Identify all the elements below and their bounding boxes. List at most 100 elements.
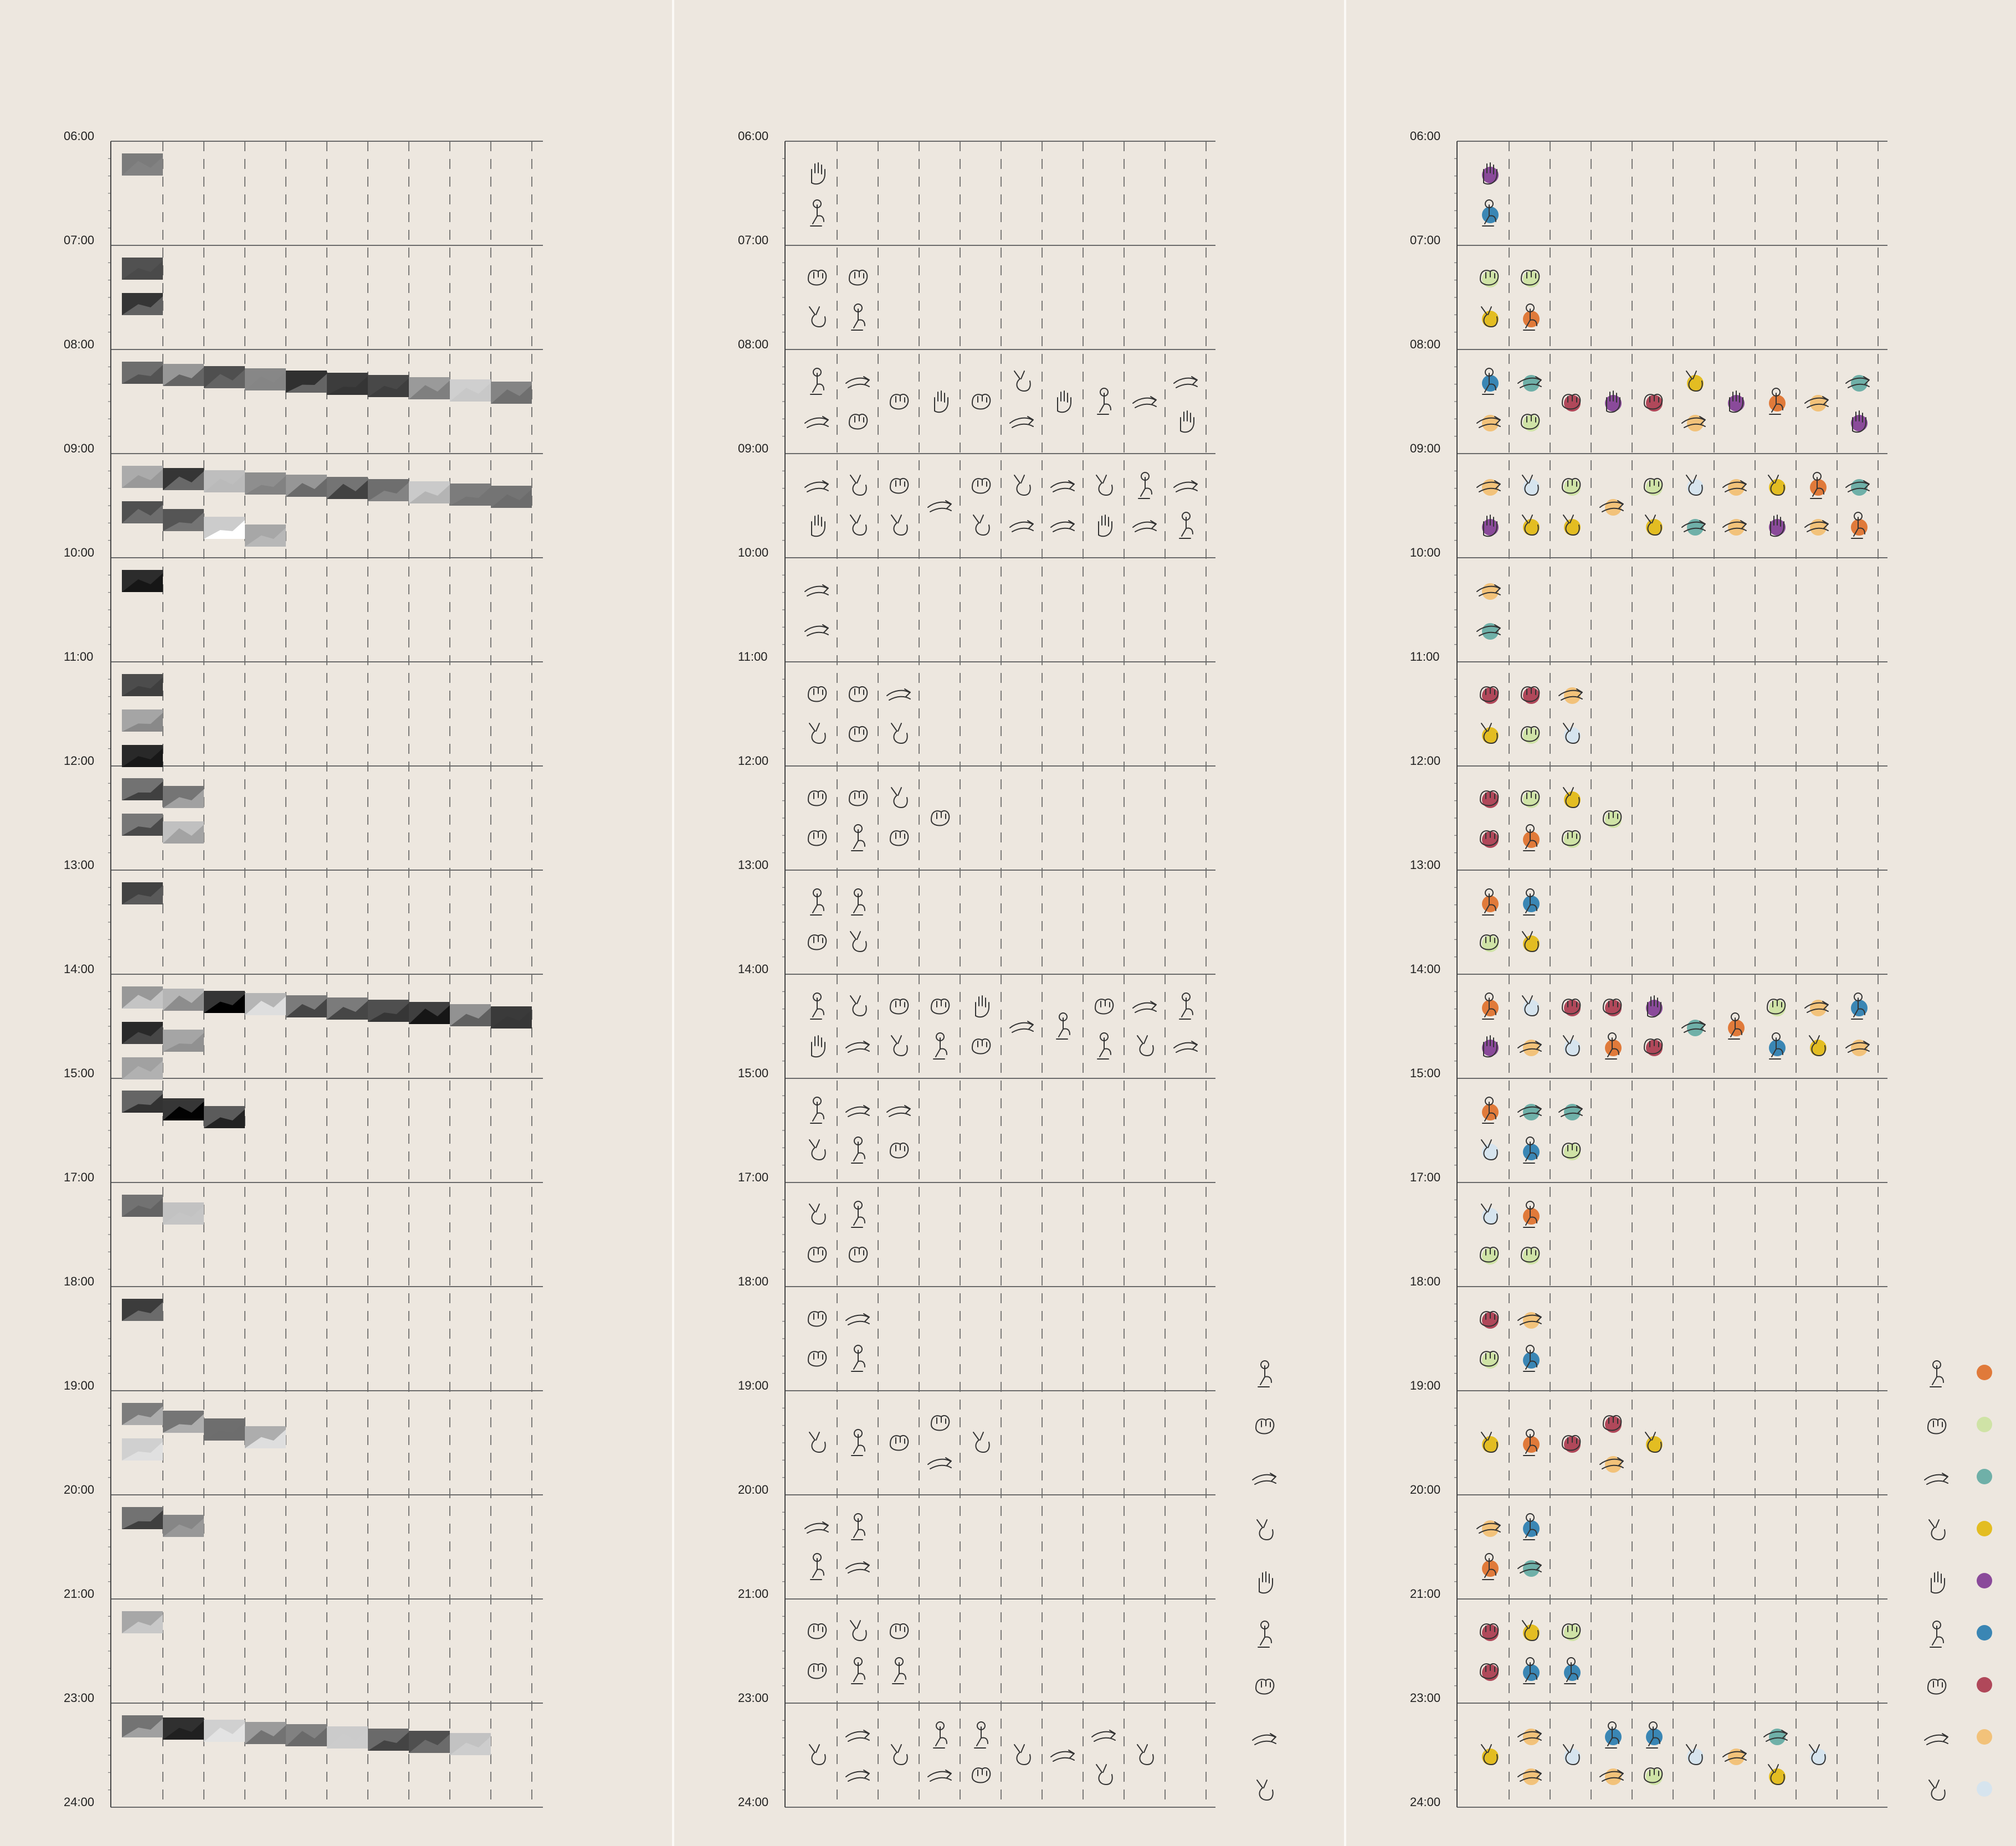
hand-gesture-icon (1564, 1657, 1581, 1684)
hand-stroke (809, 723, 826, 744)
hand-gesture-icon (849, 1246, 868, 1263)
hand-gesture-icon (1481, 723, 1499, 744)
hand-stroke (808, 934, 827, 950)
hand-stroke (1606, 390, 1620, 413)
photo-thumbnail (163, 1030, 204, 1052)
hand-stroke (890, 1623, 909, 1639)
legend-item (1924, 1729, 1992, 1745)
hand-stroke (1096, 475, 1113, 496)
hand-gesture-icon (1057, 390, 1071, 413)
time-label: 19:00 (738, 1379, 768, 1392)
hand-stroke (1095, 998, 1114, 1015)
hand-gesture-icon (845, 1561, 870, 1574)
hand-gesture-icon (811, 515, 825, 537)
photo-shade (327, 376, 368, 395)
photo-shade (122, 781, 163, 800)
hand-gesture-icon (1480, 1310, 1499, 1329)
photo-shade (204, 1422, 245, 1441)
swipe-icon (1928, 1519, 1946, 1540)
time-label: 15:00 (738, 1066, 768, 1080)
photo-shade (204, 369, 245, 388)
hand-gesture-icon (1097, 1032, 1111, 1060)
hand-gesture-icon (1845, 375, 1870, 392)
photo-thumbnail (122, 814, 163, 836)
time-label: 08:00 (64, 337, 94, 351)
photo-thumbnail (163, 1411, 204, 1433)
photo-shade (163, 1102, 204, 1120)
hand-stroke (1605, 1726, 1619, 1749)
hand-stroke (1928, 1519, 1946, 1540)
hand-gesture-icon (809, 1744, 826, 1765)
hand-stroke (1252, 1473, 1276, 1485)
colored-gesture-timeline-panel: 06:00 07:00 08:00 09:00 10:00 11:00 12:00 13:00… (1346, 0, 2016, 1846)
hand-gesture-icon (972, 1767, 991, 1783)
photo-shade (122, 505, 163, 523)
hand-stroke (1481, 723, 1498, 744)
photo-shade (245, 1725, 286, 1744)
photo-shade (450, 1736, 491, 1755)
hand-gesture-icon (1681, 1020, 1706, 1036)
hand-stroke (891, 1744, 908, 1765)
hand-gesture-icon (1644, 1038, 1663, 1056)
hand-stroke (849, 726, 868, 742)
photo-thumbnail (163, 1098, 204, 1120)
hand-gesture-icon (809, 1432, 826, 1453)
gesture-timeline: 06:00 07:00 08:00 09:00 10:00 11:00 12:00 13:00… (738, 129, 1276, 1809)
hand-gesture-icon (1173, 480, 1198, 492)
hand-stroke (850, 1620, 867, 1641)
hand-stroke (1179, 997, 1193, 1020)
hand-gesture-icon (1769, 1032, 1786, 1060)
index-tap-icon (1258, 1360, 1272, 1387)
hand-gesture-icon (1180, 410, 1194, 433)
hand-stroke (1644, 1038, 1663, 1055)
hand-gesture-icon (891, 515, 908, 536)
hand-gesture-icon (931, 998, 950, 1015)
hand-gesture-icon (891, 723, 908, 744)
hand-stroke (1605, 1037, 1619, 1060)
time-label: 17:00 (738, 1170, 768, 1184)
hand-gesture-icon (851, 304, 865, 331)
hand-gesture-icon (1476, 623, 1501, 640)
hand-stroke (1769, 1037, 1783, 1060)
hand-gesture-icon (892, 1657, 906, 1684)
hand-gesture-icon (1523, 1429, 1540, 1456)
photo-thumbnail (122, 778, 163, 800)
hand-stroke (1522, 1620, 1539, 1641)
time-label: 21:00 (1410, 1587, 1440, 1601)
hand-gesture-icon (1480, 934, 1499, 952)
gesture-color-dot (1482, 375, 1499, 392)
gesture-color-dot (1646, 1000, 1663, 1016)
hand-gesture-icon (811, 162, 825, 185)
hand-stroke (1476, 416, 1501, 428)
hand-gesture-icon (850, 995, 867, 1016)
hand-stroke (1681, 520, 1706, 532)
photo-shade (204, 1109, 245, 1128)
photo-shade (163, 992, 204, 1011)
hand-stroke (1681, 416, 1706, 428)
photo-shade (122, 886, 163, 904)
time-label: 20:00 (64, 1483, 94, 1497)
hand-gesture-icon (1482, 515, 1499, 537)
hand-stroke (808, 830, 827, 846)
hand-stroke (804, 1521, 829, 1534)
hand-gesture-icon (808, 934, 827, 950)
hand-stroke (1521, 413, 1540, 430)
time-label: 24:00 (1410, 1795, 1440, 1809)
hand-stroke (1009, 520, 1034, 532)
hand-stroke (1014, 1744, 1031, 1765)
photo-shade (368, 482, 409, 501)
hand-stroke (1644, 1767, 1663, 1783)
hand-stroke (1931, 1571, 1945, 1594)
photo-shade (122, 573, 163, 592)
photo-shade (163, 367, 204, 386)
time-label: 10:00 (738, 546, 768, 559)
hand-stroke (1009, 416, 1034, 428)
hand-stroke (933, 1037, 947, 1060)
hand-stroke (845, 1041, 870, 1053)
photo-shade (122, 365, 163, 384)
time-label: 11:00 (64, 650, 93, 664)
photo-shade (204, 520, 245, 539)
hand-stroke (1852, 410, 1866, 433)
hand-stroke (845, 1105, 870, 1117)
hand-stroke (1521, 1246, 1540, 1263)
